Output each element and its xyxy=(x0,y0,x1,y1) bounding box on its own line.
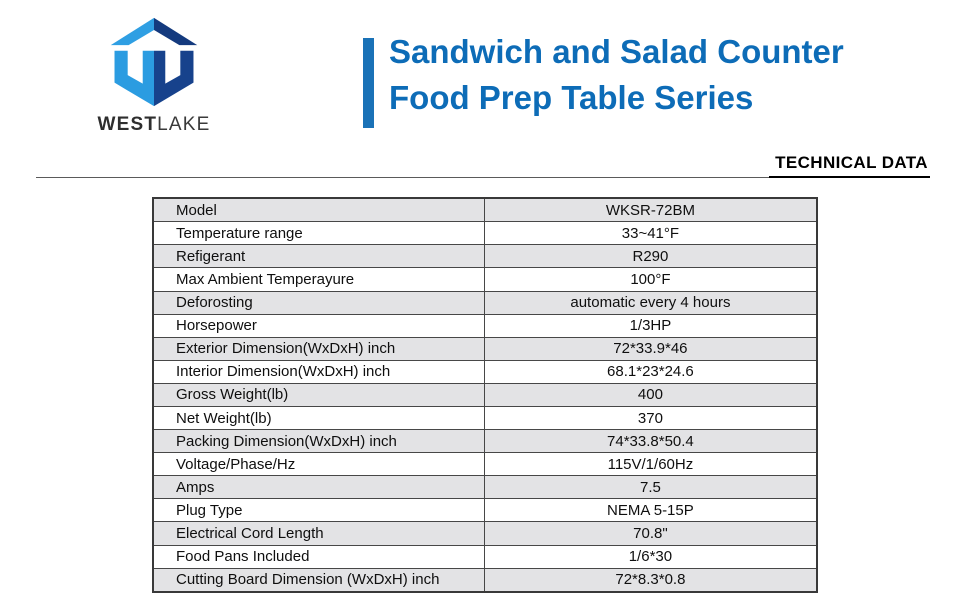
spec-value-cell: 1/6*30 xyxy=(483,544,818,569)
brand-wordmark-west: WEST xyxy=(97,114,158,135)
spec-value-cell: 33~41°F xyxy=(483,221,818,246)
brand-block: WESTLAKE xyxy=(92,14,216,136)
page-title-line1: Sandwich and Salad Counter xyxy=(389,33,844,70)
spec-table: Model WKSR-72BM Temperature range 33~41°… xyxy=(152,197,818,593)
table-row: Net Weight(lb) 370 xyxy=(152,405,818,431)
table-row: Interior Dimension(WxDxH) inch 68.1*23*2… xyxy=(152,359,818,384)
spec-value-cell: 100°F xyxy=(483,267,818,292)
spec-label-cell: Gross Weight(lb) xyxy=(152,382,485,407)
spec-label-cell: Net Weight(lb) xyxy=(152,405,485,431)
spec-label-cell: Temperature range xyxy=(152,221,485,246)
table-row: Horsepower 1/3HP xyxy=(152,313,818,338)
spec-label-cell: Max Ambient Temperayure xyxy=(152,267,485,292)
spec-value-cell: 1/3HP xyxy=(483,313,818,338)
spec-value-cell: 400 xyxy=(483,382,818,407)
spec-label-cell: Packing Dimension(WxDxH) inch xyxy=(152,429,485,454)
table-row: Temperature range 33~41°F xyxy=(152,221,818,246)
table-row: Amps 7.5 xyxy=(152,475,818,500)
spec-value-cell: 74*33.8*50.4 xyxy=(483,429,818,454)
spec-label-cell: Plug Type xyxy=(152,498,485,523)
spec-value-cell: NEMA 5-15P xyxy=(483,498,818,523)
westlake-logo-icon xyxy=(110,17,198,107)
spec-label-cell: Electrical Cord Length xyxy=(152,521,485,546)
logo-roof-right xyxy=(154,17,198,46)
spec-value-cell: automatic every 4 hours xyxy=(483,290,818,315)
table-row: Plug Type NEMA 5-15P xyxy=(152,498,818,523)
spec-label-cell: Exterior Dimension(WxDxH) inch xyxy=(152,336,485,361)
spec-value-cell: 115V/1/60Hz xyxy=(483,452,818,477)
table-row: Cutting Board Dimension (WxDxH) inch 72*… xyxy=(152,567,818,593)
technical-data-heading: TECHNICAL DATA xyxy=(769,153,930,178)
spec-value-cell: 72*8.3*0.8 xyxy=(483,567,818,593)
logo-body-right xyxy=(154,50,194,107)
spec-value-cell: R290 xyxy=(483,244,818,269)
table-row: Refigerant R290 xyxy=(152,244,818,269)
table-row: Packing Dimension(WxDxH) inch 74*33.8*50… xyxy=(152,429,818,454)
table-row: Voltage/Phase/Hz 115V/1/60Hz xyxy=(152,452,818,477)
spec-label-cell: Cutting Board Dimension (WxDxH) inch xyxy=(152,567,485,593)
table-row: Model WKSR-72BM xyxy=(152,197,818,223)
spec-value-cell: 370 xyxy=(483,405,818,431)
spec-value-cell: 72*33.9*46 xyxy=(483,336,818,361)
spec-label-cell: Refigerant xyxy=(152,244,485,269)
page-title-line2: Food Prep Table Series xyxy=(389,79,754,116)
spec-label-cell: Model xyxy=(152,197,485,223)
title-accent-bar xyxy=(363,38,374,128)
spec-label-cell: Food Pans Included xyxy=(152,544,485,569)
horizontal-divider xyxy=(36,177,930,178)
table-row: Gross Weight(lb) 400 xyxy=(152,382,818,407)
table-row: Max Ambient Temperayure 100°F xyxy=(152,267,818,292)
spec-table-body: Model WKSR-72BM Temperature range 33~41°… xyxy=(152,197,818,593)
spec-value-cell: 70.8" xyxy=(483,521,818,546)
spec-value-cell: WKSR-72BM xyxy=(483,197,818,223)
table-row: Deforosting automatic every 4 hours xyxy=(152,290,818,315)
table-row: Exterior Dimension(WxDxH) inch 72*33.9*4… xyxy=(152,336,818,361)
spec-label-cell: Deforosting xyxy=(152,290,485,315)
brand-wordmark: WESTLAKE xyxy=(92,114,216,136)
spec-value-cell: 7.5 xyxy=(483,475,818,500)
spec-label-cell: Amps xyxy=(152,475,485,500)
spec-label-cell: Voltage/Phase/Hz xyxy=(152,452,485,477)
table-row: Food Pans Included 1/6*30 xyxy=(152,544,818,569)
spec-label-cell: Horsepower xyxy=(152,313,485,338)
brand-wordmark-lake: LAKE xyxy=(157,114,211,135)
spec-label-cell: Interior Dimension(WxDxH) inch xyxy=(152,359,485,384)
logo-roof-left xyxy=(110,17,154,46)
page-title: Sandwich and Salad Counter Food Prep Tab… xyxy=(389,29,970,121)
logo-body-left xyxy=(114,50,154,107)
spec-value-cell: 68.1*23*24.6 xyxy=(483,359,818,384)
table-row: Electrical Cord Length 70.8" xyxy=(152,521,818,546)
